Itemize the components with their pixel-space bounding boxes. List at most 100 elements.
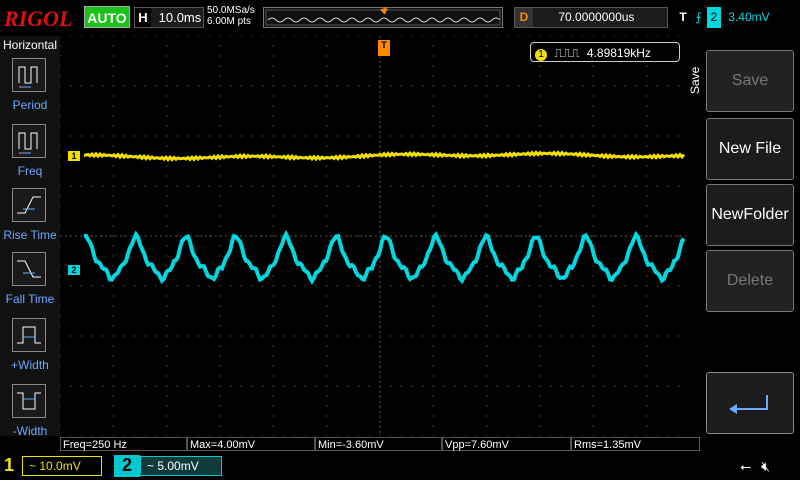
measure-period-label: Period [12,98,48,112]
grid-dot [624,335,626,337]
grid-dot [592,295,594,297]
grid-dot [230,435,232,436]
grid-dot [240,285,242,287]
grid-dot [603,185,605,187]
grid-dot [272,325,274,327]
grid-dot [198,135,200,137]
grid-dot [539,325,541,327]
meas-min[interactable]: Min=-3.60mV [315,437,442,451]
grid-dot [678,385,680,387]
grid-dot [432,105,434,107]
trigger-position-marker[interactable]: T [378,40,390,56]
ch1-offset-marker[interactable]: 1 [68,151,80,161]
meas-freq[interactable]: Freq=250 Hz [60,437,187,451]
grid-dot [347,385,349,387]
grid-dot [60,215,61,217]
grid-dot [219,45,221,47]
grid-dot [411,135,413,137]
measure-rise-time[interactable]: Rise Time [0,188,60,252]
grid-dot [528,185,530,187]
grid-dot [294,435,296,436]
measure-pos-width[interactable]: +Width [0,318,60,382]
fall-time-icon [12,252,46,286]
grid-dot [155,435,157,436]
auto-button[interactable]: AUTO [84,6,130,28]
grid-dot [123,335,125,337]
grid-dot [326,345,328,347]
trigger-level: 3.40mV [728,10,770,24]
ch2-offset-marker[interactable]: 2 [68,265,80,275]
measure-fall-time-label: Fall Time [5,292,55,306]
grid-dot [390,85,392,87]
grid-dot [656,435,658,436]
delete-button[interactable]: Delete [706,250,794,312]
grid-dot [592,315,594,317]
new-file-button[interactable]: New File [706,118,794,180]
delay-label: D [515,8,533,27]
grid-dot [358,385,360,387]
grid-dot [219,195,221,197]
grid-dot [464,185,466,187]
grid-dot [272,285,274,287]
grid-dot [368,285,370,287]
grid-dot [230,85,232,87]
meas-max[interactable]: Max=4.00mV [187,437,315,451]
grid-dot [326,75,328,77]
grid-dot [432,175,434,177]
waveform-display[interactable] [60,36,700,436]
grid-dot [646,125,648,127]
measure-fall-time[interactable]: Fall Time [0,252,60,316]
new-folder-button[interactable]: NewFolder [706,184,794,246]
grid-dot [60,345,61,347]
grid-dot [134,285,136,287]
grid-dot [166,415,168,417]
ch1-number[interactable]: 1 [4,455,15,475]
delay-indicator[interactable]: D 70.0000000us [514,7,668,28]
timebase-label: H [135,8,151,27]
grid-dot [272,275,274,277]
grid-dot [539,335,541,337]
grid-dot [400,185,402,187]
meas-vpp[interactable]: Vpp=7.60mV [442,437,571,451]
grid-dot [432,45,434,47]
grid-dot [646,65,648,67]
grid-dot [112,405,114,407]
measure-period[interactable]: Period [0,58,60,122]
grid-dot [528,435,530,436]
grid-dot [486,265,488,267]
grid-dot [486,435,488,436]
grid-dot [315,435,317,436]
grid-dot [486,375,488,377]
grid-dot [646,165,648,167]
grid-dot [368,385,370,387]
timebase-indicator[interactable]: H 10.0ms [134,7,204,28]
ch2-number[interactable]: 2 [114,455,140,477]
grid-dot [646,305,648,307]
memory-overview-strip[interactable] [263,7,503,28]
measure-neg-width[interactable]: -Width [0,384,60,448]
grid-dot [507,185,509,187]
grid-dot [614,235,616,237]
grid-dot [60,205,61,207]
grid-dot [60,435,61,436]
meas-rms[interactable]: Rms=1.35mV [571,437,700,451]
grid-dot [102,435,104,436]
grid-dot [326,175,328,177]
grid-dot [646,405,648,407]
grid-dot [80,185,82,187]
grid-dot [486,365,488,367]
grid-dot [432,125,434,127]
grid-dot [326,185,328,187]
ch1-scale[interactable]: ~ 10.0mV [22,456,102,476]
grid-dot [272,305,274,307]
grid-dot [539,225,541,227]
grid-dot [475,36,477,37]
grid-dot [272,425,274,427]
ch2-scale[interactable]: ~ 5.00mV [140,456,222,476]
grid-dot [304,385,306,387]
measure-freq[interactable]: Freq [0,124,60,188]
save-button[interactable]: Save [706,50,794,112]
grid-dot [646,275,648,277]
back-button[interactable] [706,372,794,434]
trigger-indicator[interactable]: T ⨍ 2 3.40mV [676,7,796,28]
